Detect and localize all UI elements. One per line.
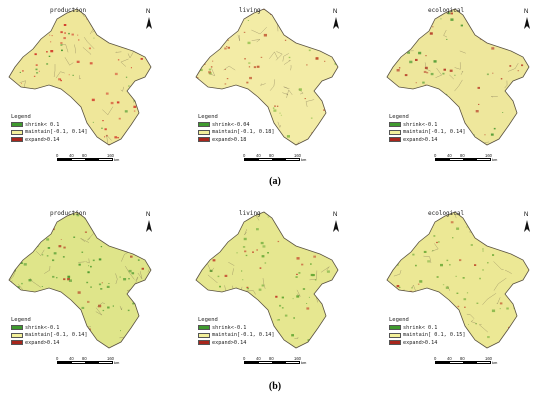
legend-label-expand: expand>0.14 xyxy=(403,339,438,346)
province-map xyxy=(195,8,339,146)
province-map xyxy=(195,211,339,349)
legend-label-shrink: shrink<-0.1 xyxy=(212,324,247,331)
panel-title: ecological xyxy=(428,7,465,14)
legend: Legend shrink<-0.1 maintain[-0.1, 0.14] … xyxy=(198,317,275,346)
north-arrow-icon: N xyxy=(143,9,155,31)
panel-title: living xyxy=(239,7,261,14)
scale-bar: 0 40 80 160 km xyxy=(434,356,498,365)
map-panel-b-living: living N Legend shrink<-0.1 maintain[-0.… xyxy=(192,208,342,365)
north-arrow-icon: N xyxy=(521,212,533,234)
legend: Legend shrink< 0.1 maintain[-0.1, 0.14] … xyxy=(11,114,88,143)
legend-label-maintain: maintain[ 0.1, 0.15] xyxy=(403,332,466,339)
legend-label-maintain: maintain[-0.1, 0.14] xyxy=(25,332,88,339)
scale-bar: 0 40 80 160 km xyxy=(243,356,307,365)
province-map xyxy=(8,8,152,146)
map-panel-a-ecological: ecological N Legend shrink<-0.1 maintain… xyxy=(383,5,533,162)
map-panel-b-production: production N Legend shrink<-0.1 maintain… xyxy=(5,208,155,365)
legend-label-maintain: maintain[-0.1, 0.14] xyxy=(212,332,275,339)
province-map xyxy=(386,8,530,146)
legend-label-expand: expand>0.14 xyxy=(25,339,60,346)
panel-title: ecological xyxy=(428,210,465,217)
province-map xyxy=(8,211,152,349)
north-arrow-icon: N xyxy=(521,9,533,31)
province-map xyxy=(386,211,530,349)
panel-title: living xyxy=(239,210,261,217)
legend-label-expand: expand>0.14 xyxy=(25,136,60,143)
legend: Legend shrink<-0.1 maintain[-0.1, 0.14] … xyxy=(11,317,88,346)
legend-label-expand: expand>0.14 xyxy=(403,136,438,143)
legend-label-expand: expand>0.14 xyxy=(212,339,247,346)
legend-swatch-expand xyxy=(11,137,23,143)
legend: Legend shrink<-0.04 maintain[-0.1, 0.18]… xyxy=(198,114,275,143)
scale-bar: 0 40 80 160 km xyxy=(243,153,307,162)
legend-label-expand: expand>0.18 xyxy=(212,136,247,143)
legend: Legend shrink< 0.1 maintain[ 0.1, 0.15] … xyxy=(389,317,466,346)
legend-label-shrink: shrink< 0.1 xyxy=(403,324,438,331)
legend-label-maintain: maintain[-0.1, 0.14] xyxy=(25,129,88,136)
map-panel-b-ecological: ecological N Legend shrink< 0.1 maintain… xyxy=(383,208,533,365)
legend-label-maintain: maintain[-0.1, 0.18] xyxy=(212,129,275,136)
legend-label-shrink: shrink<-0.04 xyxy=(212,121,250,128)
north-arrow-icon: N xyxy=(330,9,342,31)
scale-bar: 0 40 80 160 km xyxy=(434,153,498,162)
caption-a: (a) xyxy=(269,176,281,187)
scale-bar: 0 40 80 160 km xyxy=(56,153,120,162)
caption-b: (b) xyxy=(268,381,282,392)
map-panel-a-living: living N Legend shrink<-0.04 maintain[-0… xyxy=(192,5,342,162)
panel-title: production xyxy=(50,7,87,14)
legend-label-shrink: shrink<-0.1 xyxy=(25,324,60,331)
legend-swatch-shrink xyxy=(11,122,23,128)
north-arrow-icon: N xyxy=(330,212,342,234)
legend: Legend shrink<-0.1 maintain[-0.1, 0.14] … xyxy=(389,114,466,143)
scale-bar: 0 40 80 160 km xyxy=(56,356,120,365)
legend-label-shrink: shrink<-0.1 xyxy=(403,121,438,128)
legend-label-shrink: shrink< 0.1 xyxy=(25,121,60,128)
map-panel-a-production: production N Legend shrink< 0.1 maintain… xyxy=(5,5,155,162)
legend-label-maintain: maintain[-0.1, 0.14] xyxy=(403,129,466,136)
north-arrow-icon: N xyxy=(143,212,155,234)
legend-swatch-maintain xyxy=(11,129,23,135)
panel-title: production xyxy=(50,210,87,217)
